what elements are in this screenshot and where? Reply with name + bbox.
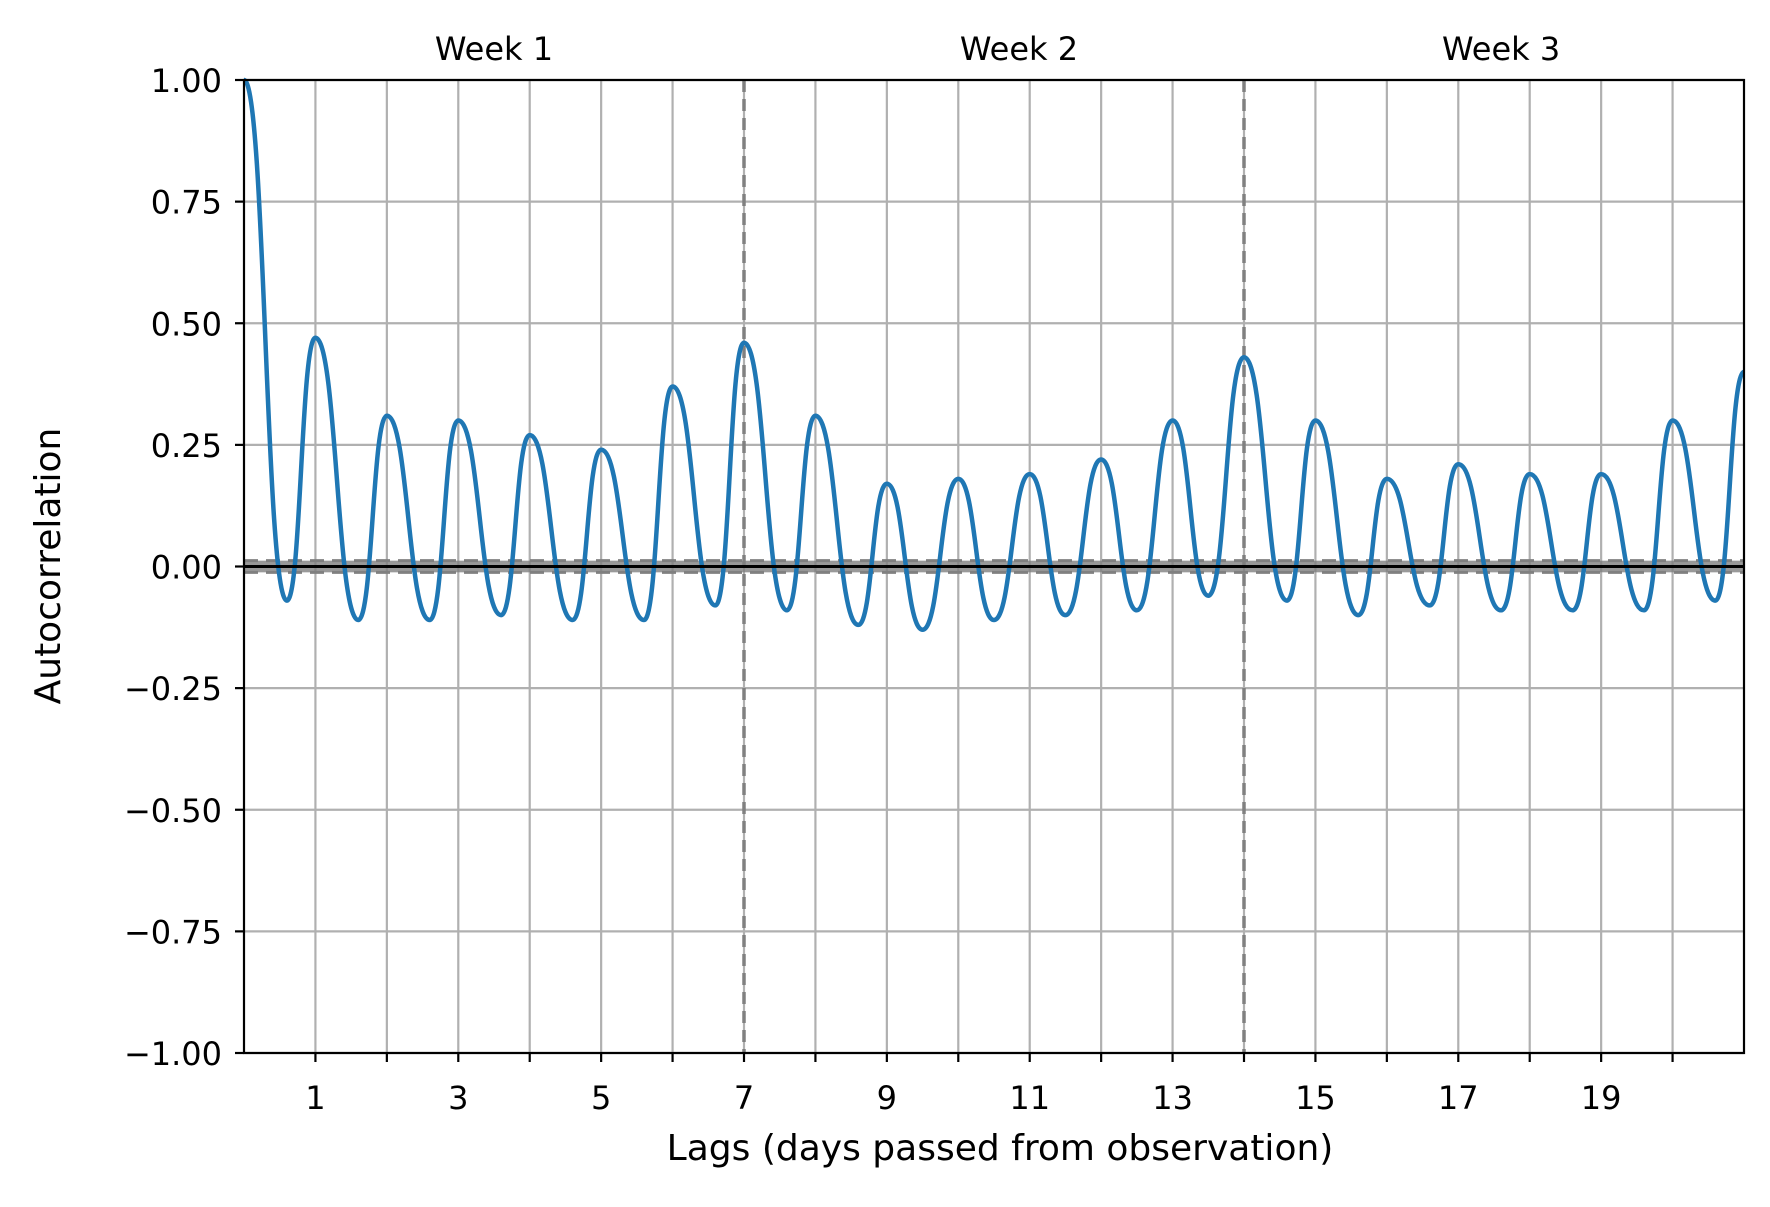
labels: Lags (days passed from observation) Auto…: [28, 30, 1622, 1169]
y-tick-label: 0.75: [151, 184, 222, 222]
x-tick-label: 19: [1581, 1079, 1622, 1117]
y-tick-label: 1.00: [151, 62, 222, 100]
x-tick-label: 5: [591, 1079, 611, 1117]
x-tick-label: 1: [305, 1079, 325, 1117]
y-tick-label: 0.50: [151, 305, 222, 343]
x-tick-label: 7: [734, 1079, 754, 1117]
x-axis-label: Lags (days passed from observation): [667, 1128, 1334, 1169]
x-tick-label: 9: [877, 1079, 897, 1117]
series-layer: [241, 77, 1747, 632]
y-tick-label: −0.50: [124, 792, 222, 830]
week-label: Week 1: [435, 30, 553, 68]
x-tick-label: 13: [1152, 1079, 1193, 1117]
y-axis-label: Autocorrelation: [28, 428, 69, 705]
y-tick-label: −0.75: [124, 913, 222, 951]
y-tick-label: −0.25: [124, 670, 222, 708]
y-tick-label: 0.00: [151, 549, 222, 587]
x-tick-label: 3: [448, 1079, 468, 1117]
x-tick-label: 17: [1438, 1079, 1479, 1117]
tick-marks: [235, 78, 1674, 1062]
week-label: Week 3: [1442, 30, 1560, 68]
y-tick-label: 0.25: [151, 427, 222, 465]
week-label: Week 2: [960, 30, 1078, 68]
series-line: [241, 77, 1747, 632]
x-tick-label: 15: [1295, 1079, 1336, 1117]
x-tick-label: 11: [1009, 1079, 1050, 1117]
axes-frame: [242, 78, 1746, 1055]
y-tick-label: −1.00: [124, 1035, 222, 1073]
